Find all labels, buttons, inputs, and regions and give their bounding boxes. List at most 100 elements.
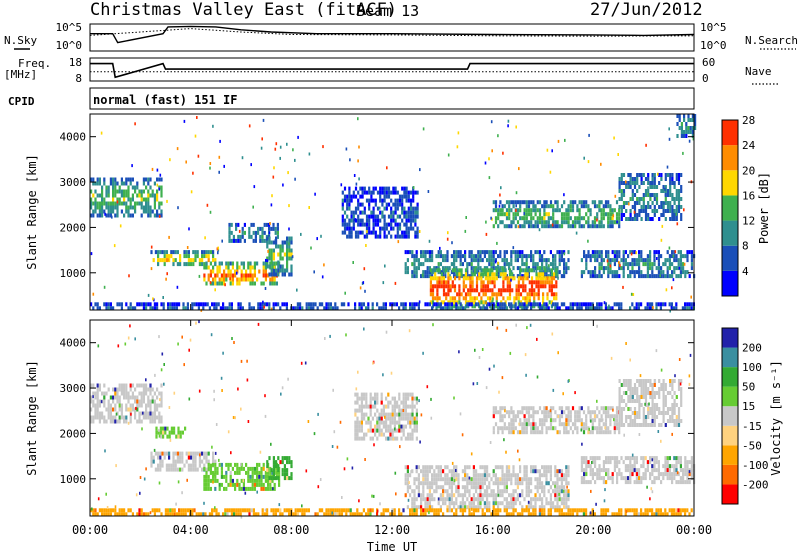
heatmap-cell [354, 302, 357, 307]
heatmap-cell [214, 277, 217, 282]
heatmap-cell [545, 501, 548, 506]
heatmap-cell [486, 276, 490, 281]
heatmap-cell [616, 476, 619, 481]
heatmap-cell [644, 383, 648, 387]
heatmap-cell [613, 254, 616, 259]
heatmap-cell [563, 473, 566, 478]
heatmap-cell [453, 276, 457, 281]
heatmap-cell [567, 220, 570, 225]
heatmap-cell [367, 428, 370, 433]
heatmap-cell [596, 254, 599, 259]
heatmap-cell [505, 485, 508, 490]
heatmap-cell [635, 480, 638, 485]
heatmap-speckle [297, 135, 299, 139]
heatmap-cell [374, 428, 377, 433]
heatmap-cell [682, 476, 685, 481]
heatmap-cell [182, 306, 185, 311]
heatmap-cell [184, 426, 187, 431]
heatmap-cell [602, 476, 605, 481]
heatmap-cell [290, 272, 293, 277]
heatmap-cell [273, 482, 276, 487]
heatmap-cell [392, 190, 395, 195]
heatmap-speckle [209, 166, 211, 170]
heatmap-cell [116, 197, 119, 202]
heatmap-cell [367, 404, 370, 409]
heatmap-cell [613, 302, 616, 307]
heatmap-cell [389, 416, 392, 421]
heatmap-cell [638, 468, 641, 473]
heatmap-cell [296, 302, 299, 307]
heatmap-cell [563, 216, 566, 221]
heatmap-cell [247, 277, 250, 282]
heatmap-cell [607, 426, 610, 431]
heatmap-cell [545, 406, 548, 411]
heatmap-cell [201, 250, 204, 255]
heatmap-cell [404, 392, 407, 397]
heatmap-cell [664, 395, 667, 399]
heatmap-cell [651, 266, 654, 271]
heatmap-cell [435, 266, 438, 271]
heatmap-cell [190, 262, 193, 267]
heatmap-cell [646, 258, 649, 263]
heatmap-cell [243, 238, 246, 243]
heatmap-cell [530, 505, 533, 510]
heatmap-speckle [167, 258, 169, 262]
heatmap-cell [571, 302, 574, 307]
heatmap-cell [489, 268, 492, 273]
heatmap-cell [472, 485, 475, 490]
heatmap-cell [647, 205, 650, 209]
heatmap-cell [279, 460, 282, 465]
heatmap-cell [348, 206, 351, 211]
heatmap-cell [644, 423, 648, 427]
heatmap-cell [593, 414, 597, 419]
heatmap-cell [631, 472, 634, 477]
heatmap-cell [116, 411, 119, 416]
heatmap-cell [402, 392, 405, 397]
heatmap-cell [596, 204, 599, 209]
heatmap-cell [127, 407, 130, 412]
heatmap-cell [618, 379, 621, 383]
heatmap-cell [481, 493, 484, 498]
heatmap-cell [374, 198, 377, 203]
heatmap-cell [563, 422, 566, 427]
heatmap-cell [545, 274, 548, 279]
heatmap-cell [567, 489, 570, 494]
heatmap-cell [655, 460, 658, 465]
heatmap-cell [208, 306, 211, 311]
heatmap-speckle [253, 185, 256, 189]
heatmap-cell [530, 406, 533, 411]
heatmap-cell [539, 276, 542, 281]
heatmap-cell [519, 276, 523, 281]
heatmap-cell [153, 181, 156, 186]
heatmap-speckle [575, 231, 578, 235]
heatmap-cell [435, 489, 438, 494]
heatmap-cell [360, 392, 363, 397]
heatmap-cell [536, 410, 539, 415]
heatmap-cell [554, 473, 557, 478]
heatmap-cell [513, 296, 516, 301]
heatmap-cell [266, 464, 269, 469]
heatmap-speckle [564, 138, 566, 142]
heatmap-cell [185, 250, 188, 255]
heatmap-cell [662, 274, 665, 279]
heatmap-cell [533, 292, 536, 297]
heatmap-cell [402, 404, 405, 409]
heatmap-cell [231, 478, 234, 483]
heatmap-cell [499, 200, 502, 205]
heatmap-cell [187, 467, 190, 472]
heatmap-cell [640, 395, 643, 399]
heatmap-cell [530, 292, 534, 297]
heatmap-cell [587, 220, 590, 225]
heatmap-cell [112, 399, 115, 404]
heatmap-cell [513, 304, 516, 309]
heatmap-cell [193, 302, 196, 307]
heatmap-cell [473, 296, 476, 301]
heatmap-cell [598, 250, 601, 255]
heatmap-cell [411, 250, 414, 255]
heatmap-cell [571, 208, 575, 213]
heatmap-cell [605, 460, 608, 465]
heatmap-cell [503, 481, 506, 486]
heatmap-cell [547, 274, 550, 279]
heatmap-cell [615, 212, 619, 217]
heatmap-cell [565, 493, 568, 498]
